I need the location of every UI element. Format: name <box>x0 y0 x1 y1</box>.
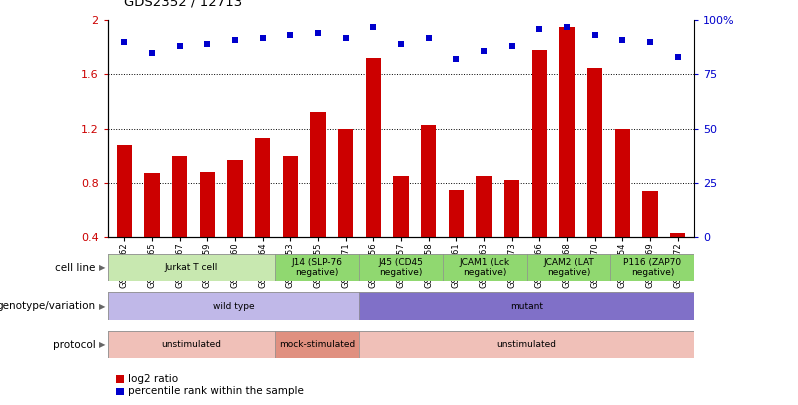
Text: GDS2352 / 12713: GDS2352 / 12713 <box>124 0 242 8</box>
Text: log2 ratio: log2 ratio <box>128 374 179 384</box>
Point <box>644 38 657 45</box>
Text: JCAM2 (LAT
negative): JCAM2 (LAT negative) <box>543 258 594 277</box>
Text: unstimulated: unstimulated <box>496 340 557 349</box>
Text: JCAM1 (Lck
negative): JCAM1 (Lck negative) <box>460 258 510 277</box>
Text: protocol: protocol <box>53 340 96 350</box>
Point <box>173 43 186 49</box>
Text: P116 (ZAP70
negative): P116 (ZAP70 negative) <box>623 258 681 277</box>
Bar <box>587 68 602 237</box>
Point <box>256 34 269 41</box>
Point <box>284 32 297 38</box>
Text: cell line: cell line <box>55 263 96 273</box>
Bar <box>527 254 610 281</box>
Bar <box>670 233 685 237</box>
Text: J45 (CD45
negative): J45 (CD45 negative) <box>378 258 424 277</box>
Text: percentile rank within the sample: percentile rank within the sample <box>128 386 304 396</box>
Bar <box>108 292 359 320</box>
Bar <box>448 190 464 237</box>
Bar <box>282 156 298 237</box>
Text: ▶: ▶ <box>99 340 105 349</box>
Text: mock-stimulated: mock-stimulated <box>279 340 355 349</box>
Bar <box>393 176 409 237</box>
Bar <box>275 331 359 358</box>
Point <box>561 23 574 30</box>
Bar <box>255 138 271 237</box>
Bar <box>359 292 694 320</box>
Point <box>588 32 601 38</box>
Bar <box>504 180 519 237</box>
Text: genotype/variation: genotype/variation <box>0 301 96 311</box>
Point <box>367 23 380 30</box>
Point <box>145 49 158 56</box>
Point <box>533 26 546 32</box>
Point <box>422 34 435 41</box>
Point <box>339 34 352 41</box>
Point <box>201 41 214 47</box>
Bar <box>476 176 492 237</box>
Bar <box>108 254 275 281</box>
Bar <box>108 331 275 358</box>
Bar <box>559 27 575 237</box>
Bar <box>359 254 443 281</box>
Point <box>671 54 684 60</box>
Text: ▶: ▶ <box>99 263 105 272</box>
Bar <box>200 172 215 237</box>
Point <box>118 38 131 45</box>
Bar <box>610 254 694 281</box>
Text: unstimulated: unstimulated <box>161 340 222 349</box>
Text: J14 (SLP-76
negative): J14 (SLP-76 negative) <box>292 258 342 277</box>
Point <box>505 43 518 49</box>
Bar <box>642 191 658 237</box>
Text: wild type: wild type <box>212 302 255 311</box>
Text: mutant: mutant <box>510 302 543 311</box>
Point <box>228 36 241 43</box>
Bar <box>359 331 694 358</box>
Text: ▶: ▶ <box>99 302 105 311</box>
Bar <box>117 145 132 237</box>
Bar <box>614 129 630 237</box>
Bar <box>443 254 527 281</box>
Point <box>394 41 407 47</box>
Bar <box>310 112 326 237</box>
Text: Jurkat T cell: Jurkat T cell <box>165 263 218 272</box>
Bar <box>172 156 188 237</box>
Bar <box>365 58 381 237</box>
Bar <box>144 173 160 237</box>
Point <box>311 30 324 36</box>
Point <box>450 56 463 62</box>
Bar <box>531 50 547 237</box>
Bar <box>227 160 243 237</box>
Point <box>616 36 629 43</box>
Bar <box>421 124 437 237</box>
Bar <box>338 129 354 237</box>
Point <box>478 47 491 54</box>
Bar <box>275 254 359 281</box>
